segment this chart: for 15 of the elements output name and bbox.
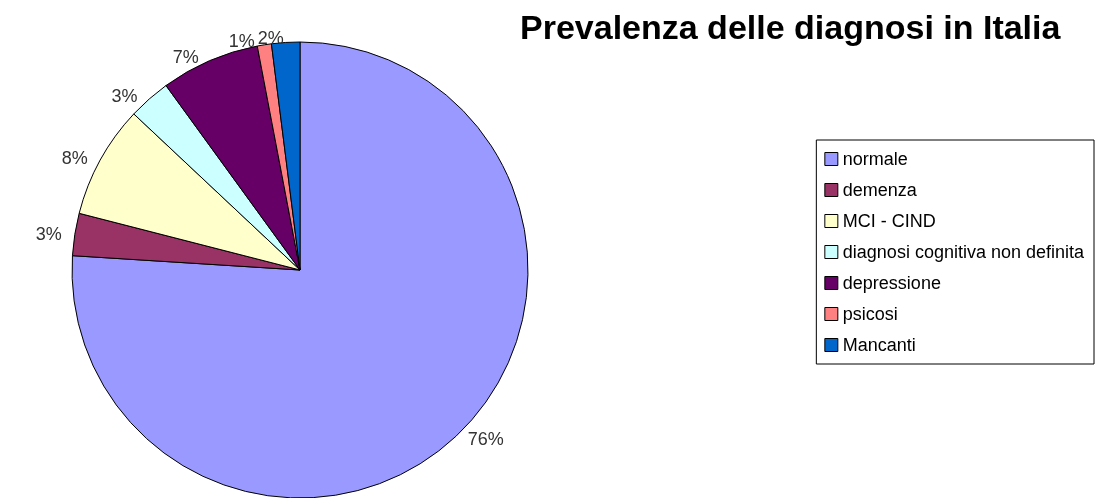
data-label: 3% (111, 85, 138, 106)
legend-label: MCI - CIND (842, 211, 936, 231)
data-label: 76% (467, 429, 504, 450)
data-label: 1% (228, 30, 255, 51)
legend-label: normale (842, 149, 908, 169)
data-label: 2% (257, 28, 284, 49)
legend-label: depressione (842, 273, 941, 293)
data-label: 8% (61, 148, 88, 169)
legend-label: demenza (842, 180, 918, 200)
legend-label: Mancanti (842, 335, 916, 355)
legend-label: psicosi (842, 304, 898, 324)
chart-title: Prevalenza delle diagnosi in Italia (520, 8, 1062, 46)
legend-label: diagnosi cognitiva non definita (842, 242, 1085, 262)
data-label: 7% (172, 47, 199, 68)
data-label: 3% (35, 223, 62, 244)
